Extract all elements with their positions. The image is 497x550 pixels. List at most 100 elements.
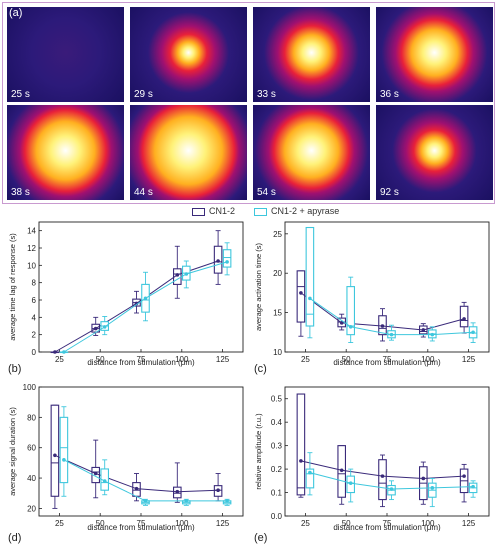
y-tick-label: 60 (27, 444, 36, 453)
y-tick-label: 0.0 (271, 512, 283, 521)
y-tick-label: 25 (273, 230, 282, 239)
box-iqr (378, 459, 387, 501)
y-tick-label: 4 (32, 313, 37, 322)
box-iqr (59, 416, 69, 484)
mean-point (339, 321, 344, 325)
box-iqr (427, 482, 437, 498)
box-iqr (173, 486, 182, 499)
box-iqr (50, 351, 60, 354)
box-iqr (141, 500, 150, 505)
frame-time-label: 38 s (11, 187, 30, 198)
mean-point (299, 459, 303, 463)
mean-point (62, 350, 66, 354)
x-tick-label: 25 (55, 355, 64, 364)
mean-point (380, 474, 385, 478)
y-tick-label: 6 (32, 296, 37, 305)
y-tick-label: 0 (32, 348, 37, 357)
x-tick-label: 100 (175, 519, 189, 528)
x-tick-label: 75 (383, 355, 392, 364)
panel-letter: (c) (254, 363, 267, 375)
box-iqr (378, 315, 387, 336)
frame-time-label: 25 s (11, 89, 30, 100)
box-iqr (213, 485, 223, 497)
mean-line (300, 460, 465, 479)
panel-a-label: (a) (9, 7, 23, 19)
frame-tile: 33 s (253, 7, 370, 102)
box-iqr (132, 482, 141, 497)
frame-time-label: 44 s (134, 187, 153, 198)
y-axis-label: relative amplitude (r.u.) (254, 413, 263, 490)
legend-swatch-apyrase (254, 208, 267, 216)
legend-label-cn12: CN1-2 (209, 206, 236, 216)
x-tick-label: 125 (216, 519, 230, 528)
x-tick-label: 50 (96, 519, 105, 528)
y-tick-label: 14 (27, 227, 36, 236)
x-tick-label: 50 (96, 355, 105, 364)
box-iqr (459, 468, 469, 494)
y-tick-label: 0.4 (271, 418, 283, 427)
frame-tile: 25 s (7, 7, 124, 102)
box-iqr (296, 393, 306, 496)
mean-point (102, 479, 107, 483)
mean-point (102, 325, 107, 329)
box-iqr (173, 268, 182, 285)
frame-tile: 92 s (376, 105, 493, 200)
mean-point (389, 487, 394, 491)
panel-letter: (e) (254, 532, 267, 544)
y-tick-label: 0.3 (271, 442, 283, 451)
frame-tile: 36 s (376, 7, 493, 102)
box-iqr (305, 468, 315, 489)
mean-point (62, 458, 66, 462)
box-iqr (346, 286, 356, 336)
box-iqr (132, 298, 141, 307)
x-tick-label: 100 (421, 519, 435, 528)
y-axis-label: average activation time (s) (254, 243, 263, 331)
mean-line (300, 292, 465, 331)
frame-tile: 54 s (253, 105, 370, 200)
x-axis-label: distance from stimulation (μm) (333, 523, 441, 532)
mean-point (430, 486, 435, 490)
mean-point (339, 468, 344, 473)
x-tick-label: 25 (301, 355, 310, 364)
mean-point (53, 453, 57, 458)
y-tick-label: 15 (273, 309, 282, 318)
mean-point (299, 291, 303, 295)
box-iqr (50, 404, 60, 497)
mean-point (348, 481, 353, 485)
mean-point (93, 471, 98, 476)
x-tick-label: 100 (175, 355, 189, 364)
x-axis-label: distance from stimulation (μm) (87, 358, 195, 367)
mean-line (54, 260, 219, 353)
y-tick-label: 0.5 (271, 395, 283, 404)
x-tick-label: 25 (55, 519, 64, 528)
x-tick-label: 125 (462, 355, 476, 364)
y-tick-label: 100 (23, 383, 37, 392)
mean-line (63, 261, 228, 353)
box-iqr (59, 351, 69, 354)
frame-tile: 29 s (130, 7, 247, 102)
frame-time-label: 92 s (380, 187, 399, 198)
box-iqr (141, 283, 150, 313)
box-iqr (468, 326, 478, 339)
box-iqr (427, 329, 437, 339)
plot-frame (284, 386, 490, 517)
mean-line (309, 298, 474, 336)
mean-point (421, 328, 426, 332)
x-tick-label: 25 (301, 519, 310, 528)
box-iqr (468, 482, 478, 494)
mean-point (216, 488, 220, 493)
box-iqr (182, 500, 191, 505)
box-iqr (91, 466, 100, 484)
mean-point (175, 489, 180, 494)
y-tick-label: 12 (27, 244, 36, 253)
y-axis-label: average time lag of response (s) (8, 233, 17, 341)
y-axis-label: average signal duration (s) (8, 407, 17, 496)
plot-frame (284, 221, 490, 353)
mean-point (134, 486, 139, 491)
box-iqr (387, 330, 396, 339)
box-iqr (459, 305, 469, 328)
x-tick-label: 75 (137, 519, 146, 528)
y-tick-label: 0.1 (271, 489, 283, 498)
mean-point (380, 324, 385, 328)
mean-line (309, 472, 474, 490)
